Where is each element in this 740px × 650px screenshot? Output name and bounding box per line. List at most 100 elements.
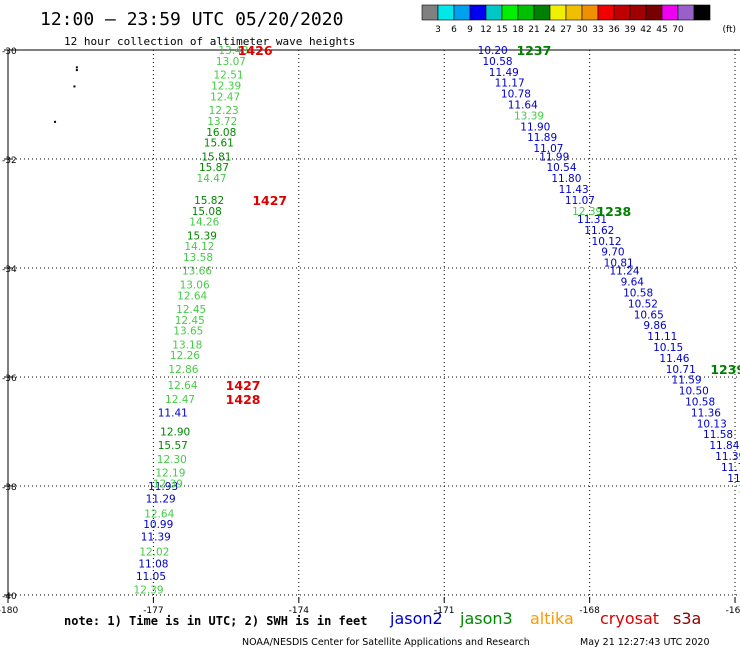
colorbar-tick-label: 18 bbox=[512, 25, 524, 35]
colorbar-swatch bbox=[693, 4, 711, 21]
data-point-label: 9.64 bbox=[621, 277, 645, 289]
colorbar-tick-label: 9 bbox=[467, 25, 473, 35]
colorbar-tick-label: 30 bbox=[576, 25, 588, 35]
scattered-dot bbox=[75, 66, 78, 69]
data-point-label: 9.70 bbox=[601, 247, 624, 259]
data-point-label: 10.12 bbox=[592, 236, 622, 248]
legend-item: altika bbox=[530, 609, 574, 628]
data-point-label: 11.07 bbox=[533, 143, 563, 155]
y-tick-label: -34 bbox=[2, 265, 17, 275]
data-point-label: 10.50 bbox=[679, 386, 709, 398]
chart-title: 12:00 – 23:59 UTC 05/20/2020 bbox=[40, 9, 343, 30]
data-point-label: 11.49 bbox=[489, 67, 519, 79]
colorbar-swatch bbox=[437, 4, 455, 21]
data-point-label: 12.26 bbox=[170, 350, 200, 362]
data-point-label: 11.93 bbox=[148, 481, 178, 493]
time-label: 1237 bbox=[516, 43, 551, 58]
colorbar-tick-label: 6 bbox=[451, 25, 457, 35]
y-tick-label: -36 bbox=[2, 374, 17, 384]
data-point-label: 10.78 bbox=[501, 89, 531, 101]
data-point-label: 11.41 bbox=[158, 407, 188, 419]
colorbar-swatch bbox=[581, 4, 599, 21]
y-tick-label: -32 bbox=[2, 156, 17, 166]
legend-item: s3a bbox=[673, 609, 701, 628]
data-point-label: 9.86 bbox=[643, 320, 667, 332]
data-point-label: 11.39 bbox=[715, 451, 740, 463]
colorbar-tick-label: 39 bbox=[624, 25, 636, 35]
colorbar-tick-label: 3 bbox=[435, 25, 441, 35]
data-point-label: 11.39 bbox=[141, 532, 171, 544]
data-point-label: 13.72 bbox=[207, 116, 237, 128]
data-point-label: 12.51 bbox=[214, 70, 244, 82]
data-point-label: 14.26 bbox=[189, 217, 219, 229]
grid-lines bbox=[8, 50, 740, 600]
x-tick-label: -174 bbox=[289, 606, 310, 616]
colorbar-swatch bbox=[421, 4, 439, 21]
colorbar-swatch bbox=[469, 4, 487, 21]
colorbar-swatch bbox=[677, 4, 695, 21]
data-point-label: 12.86 bbox=[168, 364, 198, 376]
colorbar: 3 6 9 12 15 18 21 24 27 30 33 36 39 42 45 70 (ft) bbox=[421, 4, 736, 35]
data-point-label: 12.39 bbox=[572, 206, 602, 218]
data-point-label: 10.13 bbox=[697, 418, 727, 430]
data-point-label: 12.39 bbox=[153, 478, 183, 490]
time-label: 1428 bbox=[226, 392, 261, 407]
data-point-label: 15.57 bbox=[158, 440, 188, 452]
data-point-label: 11.80 bbox=[551, 173, 581, 185]
y-tick-label: -40 bbox=[2, 592, 17, 602]
colorbar-swatch bbox=[597, 4, 615, 21]
data-point-label: 11.29 bbox=[146, 494, 176, 506]
data-point-label: 10.81 bbox=[604, 258, 634, 270]
data-point-label: 11.58 bbox=[703, 429, 733, 441]
data-point-label: 14.47 bbox=[197, 173, 227, 185]
colorbar-tick-label: 70 bbox=[672, 25, 684, 35]
chart-subtitle: 12 hour collection of altimeter wave hei… bbox=[64, 35, 355, 48]
colorbar-tick-label: 24 bbox=[544, 25, 556, 35]
data-point-label: 10.15 bbox=[653, 342, 683, 354]
scattered-dot bbox=[54, 120, 57, 123]
data-point-label: 11.08 bbox=[138, 558, 168, 570]
plot-area bbox=[7, 49, 740, 600]
colorbar-swatch bbox=[501, 4, 519, 21]
data-point-label: 12.64 bbox=[177, 290, 207, 302]
x-tick-label: -171 bbox=[434, 606, 454, 616]
data-point-label: 14.12 bbox=[184, 241, 214, 253]
data-point-label: 15.08 bbox=[192, 206, 222, 218]
data-point-label: 11.62 bbox=[584, 225, 614, 237]
footer-timestamp: May 21 12:27:43 UTC 2020 bbox=[580, 637, 709, 648]
footer-credit: NOAA/NESDIS Center for Satellite Applica… bbox=[242, 637, 530, 648]
colorbar-swatch bbox=[485, 4, 503, 21]
data-labels: 11.4111.9311.2910.9911.3911.0811.0510.20… bbox=[134, 45, 740, 597]
colorbar-tick-label: 21 bbox=[528, 25, 539, 35]
colorbar-tick-label: 15 bbox=[496, 25, 507, 35]
axis-ticks: -30 -32 -34 -36 -38 -40 -180 -177 -174 -171 -168 -1… bbox=[0, 47, 740, 616]
colorbar-swatch bbox=[517, 4, 535, 21]
data-point-label: 10.65 bbox=[634, 309, 664, 321]
time-label: 1427 bbox=[226, 378, 261, 393]
data-point-label: 15.81 bbox=[201, 151, 231, 163]
data-point-label: 11.76 bbox=[721, 462, 740, 474]
colorbar-swatch bbox=[661, 4, 679, 21]
colorbar-unit-label: (ft) bbox=[722, 25, 736, 35]
colorbar-tick-label: 36 bbox=[608, 25, 620, 35]
scattered-dot bbox=[73, 85, 76, 88]
data-point-label: 10.52 bbox=[628, 298, 658, 310]
data-point-label: 15.61 bbox=[204, 138, 234, 150]
data-point-label: 11.64 bbox=[508, 100, 538, 112]
data-point-label: 15.39 bbox=[187, 230, 217, 242]
data-point-label: 12.64 bbox=[167, 380, 197, 392]
data-point-label: 11.89 bbox=[527, 132, 557, 144]
colorbar-swatch bbox=[629, 4, 647, 21]
time-label: 1427 bbox=[252, 193, 287, 208]
x-tick-label: -16 bbox=[726, 606, 740, 616]
data-point-label: 10.58 bbox=[483, 56, 513, 68]
data-point-label: 12.39 bbox=[211, 80, 241, 92]
data-point-label: 11.11 bbox=[647, 331, 677, 343]
data-point-label: 10.58 bbox=[685, 397, 715, 409]
data-point-label: 13.5 bbox=[738, 484, 740, 496]
data-point-label: 13.06 bbox=[180, 279, 210, 291]
colorbar-swatch bbox=[533, 4, 551, 21]
data-point-label: 11.31 bbox=[577, 214, 607, 226]
